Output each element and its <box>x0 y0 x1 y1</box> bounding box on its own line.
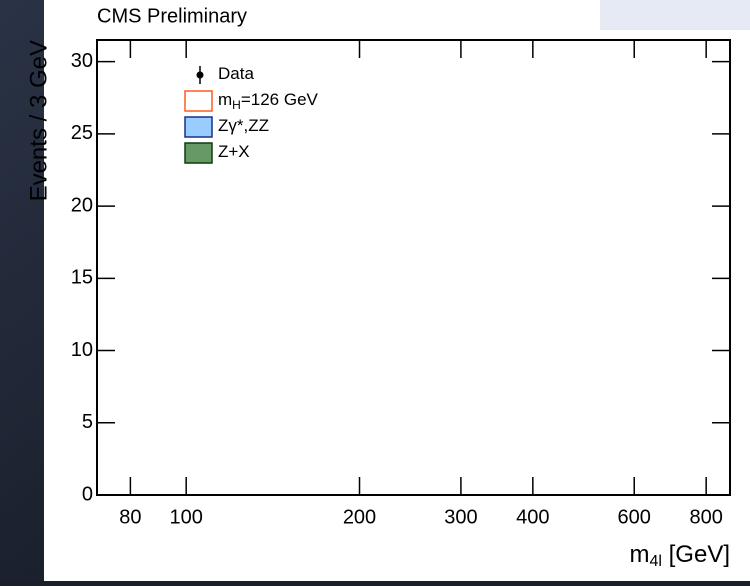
legend-label: Z+X <box>218 142 250 161</box>
legend-label-sub: H <box>232 98 241 112</box>
x-tick-label: 600 <box>618 506 651 528</box>
legend-label-main: m <box>218 90 232 109</box>
y-tick-label: 10 <box>71 339 93 361</box>
y-tick-label: 30 <box>71 50 93 72</box>
legend-label: mH=126 GeV <box>218 90 319 112</box>
x-tick-label: 80 <box>119 506 141 528</box>
y-tick-label: 5 <box>82 411 93 433</box>
legend-swatch <box>184 142 213 164</box>
x-tick-label: 100 <box>170 506 203 528</box>
legend-swatch <box>184 90 213 112</box>
plot-frame <box>96 39 731 496</box>
legend-swatch <box>184 116 213 138</box>
x-label-rest: [GeV] <box>662 541 730 568</box>
canvas <box>44 0 750 581</box>
y-tick-label: 20 <box>71 194 93 216</box>
y-tick-label: 15 <box>71 267 93 289</box>
legend-label-main: Z+X <box>218 142 250 161</box>
x-tick-label: 800 <box>689 506 722 528</box>
x-tick-label: 400 <box>516 506 549 528</box>
x-tick-label: 200 <box>343 506 376 528</box>
x-axis-label: m4l [GeV] <box>630 541 730 570</box>
legend-marker <box>196 71 204 79</box>
legend-label-rest: =126 GeV <box>241 90 319 109</box>
y-tick-label: 25 <box>71 122 93 144</box>
y-tick-label: 0 <box>82 483 93 505</box>
legend-label-main: Zγ*,ZZ <box>218 116 269 135</box>
legend-label: Data <box>218 64 254 83</box>
y-axis-label: Events / 3 GeV <box>25 40 52 201</box>
x-tick-label: 300 <box>444 506 477 528</box>
backdrop <box>600 0 750 30</box>
x-label-sub: 4l <box>650 553 662 570</box>
chart-title: CMS Preliminary <box>97 5 247 27</box>
x-label-main: m <box>630 541 650 568</box>
legend-label: Zγ*,ZZ <box>218 116 269 135</box>
legend-label-main: Data <box>218 64 254 83</box>
